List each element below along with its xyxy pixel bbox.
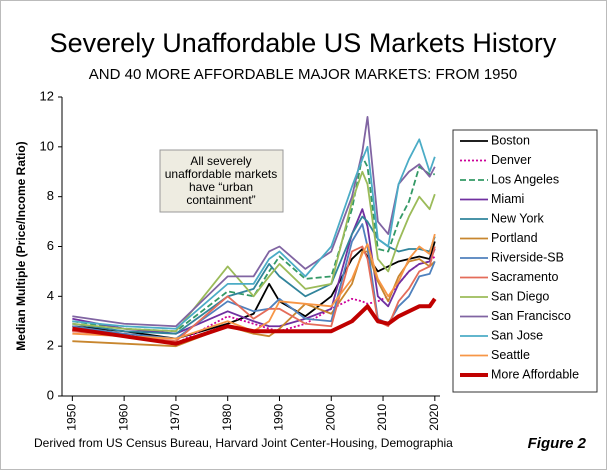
y-tick-label: 6 [47,238,54,253]
legend-label: Riverside-SB [491,250,564,264]
legend-label: New York [491,211,545,225]
y-tick-label: 4 [47,288,54,303]
x-tick-label: 1980 [220,404,234,431]
legend-label: San Francisco [491,309,571,323]
legend-label: Los Angeles [491,172,559,186]
annotation-text: All severely [190,154,251,168]
legend-label: San Jose [491,328,543,342]
x-tick-label: 2010 [375,404,389,431]
series-line [72,245,436,343]
legend-box [452,129,598,393]
chart-subtitle: AND 40 MORE AFFORDABLE MAJOR MARKETS: FR… [89,66,517,83]
legend-label: Seattle [491,348,530,362]
series-line [72,297,437,346]
x-tick-label: 2020 [427,404,441,431]
legend-label: San Diego [491,289,549,303]
y-tick-label: 2 [47,338,54,353]
legend-label: Miami [491,192,524,206]
legend-label: Boston [491,133,530,147]
series-line [72,255,436,345]
series-line [72,116,436,328]
x-tick-label: 1960 [116,404,130,431]
series-line [72,170,436,333]
annotation-box [159,149,284,213]
y-tick-label: 10 [40,138,54,153]
series-line [72,233,436,340]
legend-label: Portland [491,231,538,245]
annotation-text: have “urban [189,180,253,194]
x-tick-label: 1970 [168,404,182,431]
series-line [72,155,435,333]
x-tick-label: 1990 [272,404,286,431]
series-line [72,223,436,340]
legend-label: More Affordable [491,367,579,381]
y-tick-label: 0 [47,387,54,402]
chart-title: Severely Unaffordable US Markets History [50,28,557,58]
annotation-text: containment” [186,193,255,207]
y-tick-label: 12 [40,88,54,103]
x-tick-label: 2000 [323,404,337,431]
legend-label: Denver [491,153,531,167]
source-note: Derived from US Census Bureau, Harvard J… [34,436,453,450]
legend-label: Sacramento [491,270,558,284]
series-line [72,138,436,330]
y-tick-label: 8 [47,188,54,203]
annotation-text: unaffordable markets [165,167,278,181]
x-tick-label: 1950 [65,404,79,431]
y-axis-label: Median Multiple (Price/Income Ratio) [14,141,28,350]
figure-label: Figure 2 [528,435,587,452]
